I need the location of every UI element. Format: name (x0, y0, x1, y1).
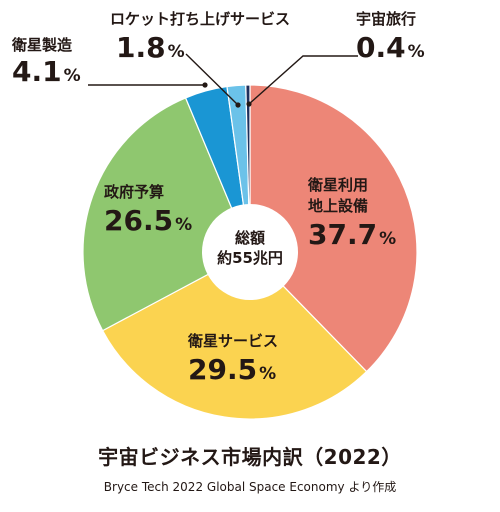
donut-hole (202, 204, 298, 300)
slice-label-satellite-ground-equipment: 衛星利用 地上設備 37.7% (308, 174, 396, 249)
slice-value: 26.5% (104, 206, 192, 235)
slice-value: 29.5% (188, 355, 278, 384)
slice-value: 4.1% (12, 57, 81, 86)
center-total-line: 総額 (234, 229, 265, 247)
slice-value-number: 4.1 (12, 55, 62, 88)
leader-line-space-travel-dot (246, 101, 252, 107)
slice-value-unit: % (379, 229, 397, 249)
slice-satellite-ground-equipment (249, 84, 418, 373)
slice-label-government-budget: 政府予算 26.5% (104, 181, 192, 235)
center-total-label: 総額 約55兆円 (200, 228, 300, 269)
slice-name-line: 衛星サービス (188, 332, 279, 350)
slice-value-unit: % (175, 215, 193, 235)
slice-label-space-travel: 宇宙旅行 0.4% (356, 8, 425, 62)
slice-value-unit: % (63, 66, 81, 86)
slice-name-line: 政府予算 (104, 183, 165, 201)
slice-name-line: 衛星利用 (308, 176, 369, 194)
slice-value-unit: % (259, 364, 277, 384)
slice-name-line: 宇宙旅行 (356, 10, 417, 28)
leader-line-launch-services-dot (235, 102, 241, 108)
slice-value-number: 26.5 (104, 204, 174, 237)
slice-name-line: 衛星製造 (12, 36, 73, 54)
chart-title: 宇宙ビジネス市場内訳（2022） (98, 445, 402, 469)
slice-value-unit: % (407, 42, 425, 62)
slice-value: 1.8% (110, 33, 290, 62)
chart-source-note: Bryce Tech 2022 Global Space Economy より作… (103, 480, 397, 494)
leader-line-launch-services (185, 53, 239, 106)
slice-satellite-services (101, 251, 368, 420)
leader-line-space-travel (248, 55, 358, 105)
center-total-line: 約55兆円 (217, 249, 283, 268)
slice-label-satellite-manufacturing: 衛星製造 4.1% (12, 34, 81, 86)
slice-value-number: 1.8 (116, 31, 166, 64)
slice-value-number: 0.4 (356, 31, 406, 64)
leader-line-satellite-manufacturing-dot (202, 82, 208, 88)
slice-value-number: 37.7 (308, 218, 378, 251)
slice-label-launch-services: ロケット打ち上げサービス 1.8% (110, 8, 290, 62)
slice-value-number: 29.5 (188, 353, 258, 386)
slice-name-line: ロケット打ち上げサービス (110, 10, 291, 28)
slice-value: 0.4% (356, 33, 425, 62)
slice-label-satellite-services: 衛星サービス 29.5% (188, 330, 278, 384)
slice-value-unit: % (167, 42, 185, 62)
slice-name-line: 地上設備 (308, 197, 369, 215)
slice-value: 37.7% (308, 220, 396, 249)
